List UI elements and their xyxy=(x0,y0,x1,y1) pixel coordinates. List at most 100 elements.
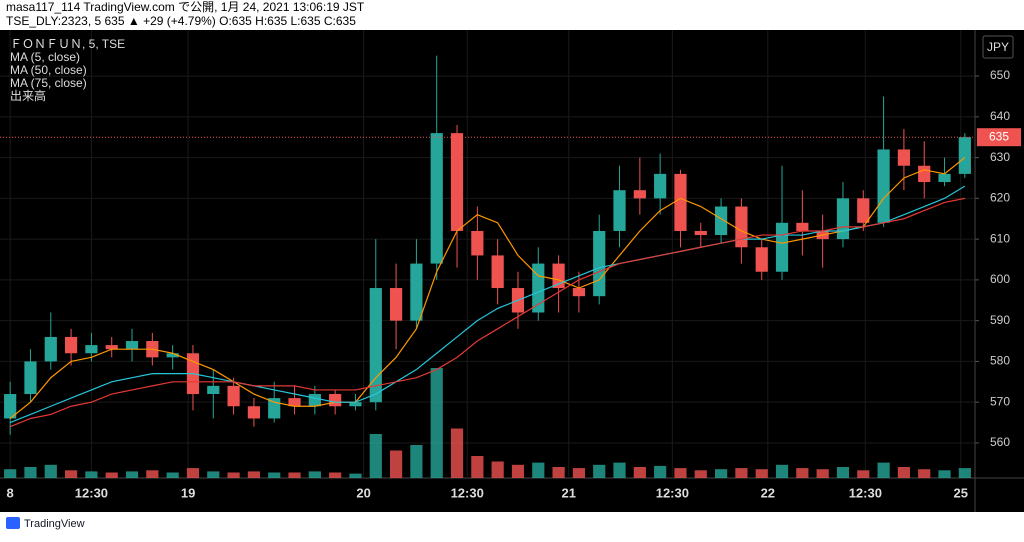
candle-body xyxy=(349,402,362,407)
y-tick-label: 580 xyxy=(990,354,1010,368)
volume-bar xyxy=(654,465,667,478)
volume-bar xyxy=(715,469,728,478)
footer: TradingView xyxy=(24,518,85,530)
volume-bar xyxy=(308,471,321,478)
y-tick-label: 560 xyxy=(990,435,1010,449)
plot xyxy=(0,30,975,478)
candle-body xyxy=(491,255,504,289)
volume-bar xyxy=(918,469,931,478)
volume-bar xyxy=(511,464,525,478)
volume-bar xyxy=(857,470,870,478)
y-tick-label: 570 xyxy=(990,394,1010,408)
volume-bar xyxy=(207,471,220,478)
volume-bar xyxy=(836,467,850,478)
candle-body xyxy=(65,336,78,354)
x-tick-label: 22 xyxy=(761,485,775,500)
volume-bar xyxy=(552,467,565,478)
candle-body xyxy=(85,345,98,354)
logo xyxy=(6,517,20,529)
candle-body xyxy=(613,190,626,231)
volume-bar xyxy=(227,472,240,478)
volume-bar xyxy=(24,467,37,478)
volume-bar xyxy=(471,456,484,478)
candle-body xyxy=(105,345,118,350)
candle-body xyxy=(450,133,464,231)
ma-line xyxy=(9,185,966,424)
candle-body xyxy=(938,173,951,183)
candle-body xyxy=(775,222,789,272)
volume-bar xyxy=(796,468,809,478)
candle-body xyxy=(877,149,890,223)
candle-body xyxy=(227,385,240,407)
volume-bar xyxy=(755,469,768,478)
candle-body xyxy=(288,398,301,407)
volume-bar xyxy=(593,464,606,478)
volume-bar xyxy=(349,473,362,478)
volume-bar xyxy=(735,468,748,478)
ma-line xyxy=(9,157,966,419)
candle-body xyxy=(430,133,443,264)
volume-bar xyxy=(65,470,78,478)
legend-title: ＦＯＮＦＵＮ, 5, TSE xyxy=(10,37,125,51)
volume-bar xyxy=(694,470,707,478)
candle-body xyxy=(694,230,707,236)
y-tick-label: 610 xyxy=(990,231,1010,245)
volume-bar xyxy=(4,469,17,478)
volume-bar xyxy=(288,472,301,478)
y-tick-label: 600 xyxy=(990,272,1010,286)
volume-bar xyxy=(44,464,57,478)
volume-bar xyxy=(166,472,179,478)
candle-body xyxy=(308,394,321,407)
volume-bar xyxy=(329,472,342,478)
currency-box xyxy=(982,35,1014,59)
y-tick-label: 630 xyxy=(990,150,1010,164)
candle-body xyxy=(674,173,687,231)
x-tick-label: 12:30 xyxy=(75,485,108,500)
volume-bar xyxy=(938,470,951,478)
candle-body xyxy=(390,288,403,321)
candle-body xyxy=(166,353,179,358)
candle-body xyxy=(897,149,910,166)
candle-body xyxy=(755,247,768,272)
x-tick-label: 21 xyxy=(562,485,576,500)
x-tick-label: 19 xyxy=(181,485,195,500)
volume-bar xyxy=(247,471,260,478)
header: masa117_114 TradingView.com で公開, 1月 24, … xyxy=(6,0,365,14)
candle-body xyxy=(44,336,57,362)
chart-background xyxy=(0,30,1024,512)
candle-body xyxy=(958,137,971,174)
candle-body xyxy=(715,206,728,236)
volume-bar xyxy=(450,428,464,478)
volume-bar xyxy=(146,470,159,478)
volume-bar xyxy=(491,461,504,478)
x-tick-label: 8 xyxy=(7,485,14,500)
candle-body xyxy=(24,361,37,395)
candle-body xyxy=(369,288,382,403)
legend-entry: MA (5, close) xyxy=(10,50,80,64)
candle-body xyxy=(268,398,281,419)
legend-entry: MA (50, close) xyxy=(10,63,87,77)
volume-bar xyxy=(85,471,98,478)
volume-bar xyxy=(613,462,626,478)
volume-bar xyxy=(105,472,118,478)
candle-body xyxy=(836,198,850,240)
x-tick-label: 25 xyxy=(954,485,968,500)
legend-entry: MA (75, close) xyxy=(10,76,87,90)
volume-bar xyxy=(958,468,971,478)
volume-bar xyxy=(572,468,585,478)
volume-bar xyxy=(186,468,200,478)
last-price-label: 635 xyxy=(989,129,1009,143)
candle-body xyxy=(633,190,646,199)
x-tick-label: 12:30 xyxy=(849,485,882,500)
volume-bar xyxy=(877,462,890,478)
candle-body xyxy=(552,263,565,289)
candle-body xyxy=(471,230,484,256)
currency: JPY xyxy=(987,40,1009,54)
volume-bar xyxy=(775,464,789,478)
volume-bar xyxy=(268,472,281,478)
x-tick-label: 20 xyxy=(356,485,370,500)
volume-bar xyxy=(410,445,423,478)
candle-body xyxy=(593,230,606,297)
y-tick-label: 590 xyxy=(990,313,1010,327)
last-price-box xyxy=(977,128,1021,147)
